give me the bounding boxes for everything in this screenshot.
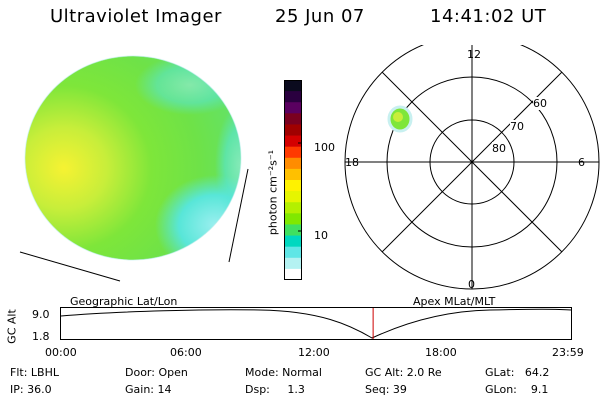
colorbar-stripe [284,113,302,125]
status-filter: Flt: LBHL [10,366,59,379]
colorbar-stripe [284,80,302,92]
timeline-axis-title: GC Alt [5,309,19,344]
status-mode: Mode: Normal [245,366,322,379]
status-glat: GLat: 64.2 [485,366,550,379]
timeline-xtick-0000: 00:00 [45,346,77,359]
observation-time: 14:41:02 UT [430,6,547,27]
status-gain: Gain: 14 [125,383,172,396]
timeline-ytick-high: 9.0 [32,308,50,321]
lat-label-80: 80 [492,142,506,155]
lat-label-70: 70 [510,120,524,133]
colorbar-stripe [284,157,302,170]
colorbar-stripe [284,180,302,192]
uv-earth-image [19,55,249,282]
timeline-xtick-2359: 23:59 [552,346,584,359]
timeline-left-label: Geographic Lat/Lon [70,295,178,308]
mlt-label-18: 18 [345,156,359,169]
colorbar-stripe [284,191,302,203]
timeline-ytick-low: 1.8 [32,330,50,343]
colorbar-stripe [284,268,302,280]
colorbar-stripe [284,235,302,248]
status-dsp: Dsp: 1.3 [245,383,305,396]
status-gc-alt: GC Alt: 2.0 Re [365,366,442,379]
instrument-title: Ultraviolet Imager [50,6,222,27]
colorbar-stripe [284,102,302,114]
status-door: Door: Open [125,366,188,379]
colorbar-stripe [284,91,302,103]
timeline-xtick-1200: 12:00 [298,346,330,359]
limb-line-right [228,168,249,263]
mlt-label-6: 6 [578,156,585,169]
colorbar-stripe [284,124,302,137]
colorbar-stripe [284,168,302,181]
status-ip: IP: 36.0 [10,383,52,396]
lat-label-60: 60 [533,97,547,110]
colorbar-stripe [284,257,302,270]
orbit-altitude-curve [60,308,572,339]
colorbar-stripe [284,213,302,225]
status-glon: GLon: 9.1 [485,383,549,396]
mlt-label-0: 0 [468,278,475,291]
colorbar-stripe [284,202,302,214]
colorbar-unit-label: photon cm⁻²s⁻¹ [266,149,280,236]
mlt-label-12: 12 [467,48,481,61]
timeline-right-label: Apex MLat/MLT [413,295,496,308]
timeline-xtick-1800: 18:00 [425,346,457,359]
status-seq: Seq: 39 [365,383,407,396]
polar-mlat-mlt-plot [344,45,600,290]
intensity-colorbar [284,80,302,280]
colorbar-frame [284,80,302,280]
colorbar-stripe [284,246,302,259]
colorbar-tick-100: 100 [314,141,335,154]
timeline-xtick-0600: 06:00 [170,346,202,359]
colorbar-stripe [284,135,302,148]
limb-line-left [19,251,121,282]
colorbar-stripe [284,224,302,237]
observation-date: 25 Jun 07 [275,6,365,27]
colorbar-tick-10: 10 [314,229,328,242]
orbit-altitude-timeline [60,307,572,340]
colorbar-stripe [284,146,302,159]
